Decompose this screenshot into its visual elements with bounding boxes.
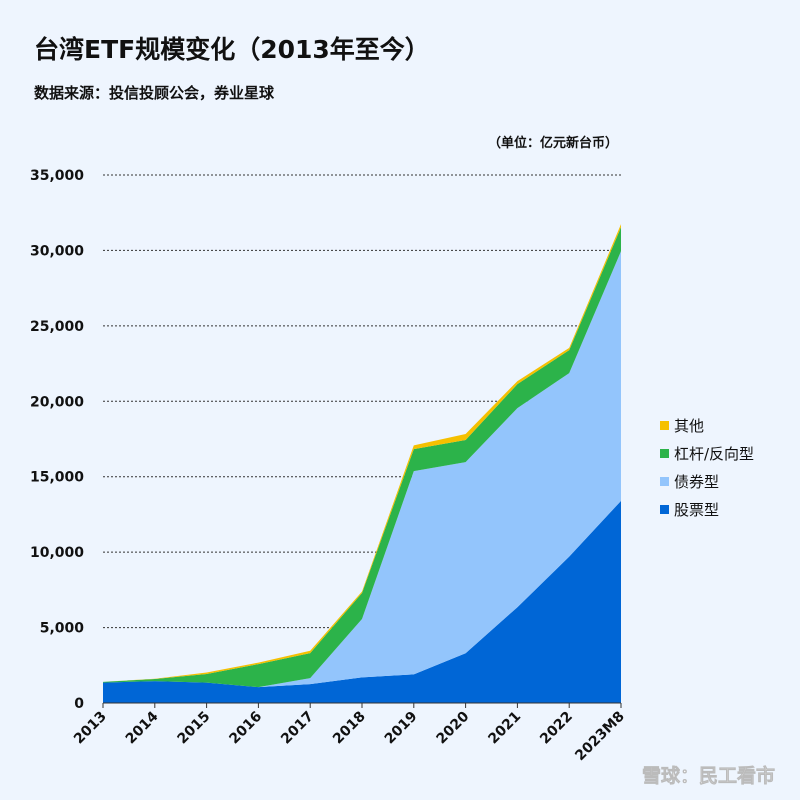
area <box>103 227 621 688</box>
watermark: 雪球：民工看市 <box>642 764 775 787</box>
legend-swatch <box>660 421 669 430</box>
legend-swatch <box>660 505 669 514</box>
area <box>103 500 621 703</box>
unit-label: （单位：亿元新台币） <box>488 135 618 151</box>
y-tick-label: 5,000 <box>40 621 85 637</box>
x-tick-label: 2014 <box>123 708 162 747</box>
y-tick-label: 30,000 <box>30 243 84 259</box>
x-tick-label: 2021 <box>485 709 524 748</box>
x-tick-label: 2023M8 <box>572 709 628 765</box>
x-tick-label: 2019 <box>382 709 421 748</box>
chart-title: 台湾ETF规模变化（2013年至今） <box>34 35 430 64</box>
chart-subtitle: 数据来源：投信投顾公会，券业星球 <box>34 84 275 102</box>
x-tick-label: 2020 <box>434 708 473 747</box>
x-tick-label: 2022 <box>537 709 576 748</box>
y-tick-label: 15,000 <box>30 470 84 486</box>
legend-swatch <box>660 449 669 458</box>
area <box>103 251 621 688</box>
y-tick-label: 20,000 <box>30 394 84 410</box>
y-tick-label: 35,000 <box>30 168 84 184</box>
legend-label: 债券型 <box>674 473 719 491</box>
x-tick-label: 2015 <box>175 709 214 748</box>
y-tick-label: 10,000 <box>30 545 84 561</box>
y-tick-label: 0 <box>74 696 84 712</box>
x-tick-label: 2016 <box>226 709 265 748</box>
x-tick-label: 2017 <box>278 709 317 748</box>
legend-label: 杠杆/反向型 <box>674 445 754 463</box>
legend-swatch <box>660 477 669 486</box>
legend-label: 其他 <box>674 417 704 435</box>
y-tick-label: 25,000 <box>30 319 84 335</box>
legend-label: 股票型 <box>674 501 719 519</box>
x-tick-label: 2013 <box>71 709 110 748</box>
x-tick-label: 2018 <box>330 709 369 748</box>
